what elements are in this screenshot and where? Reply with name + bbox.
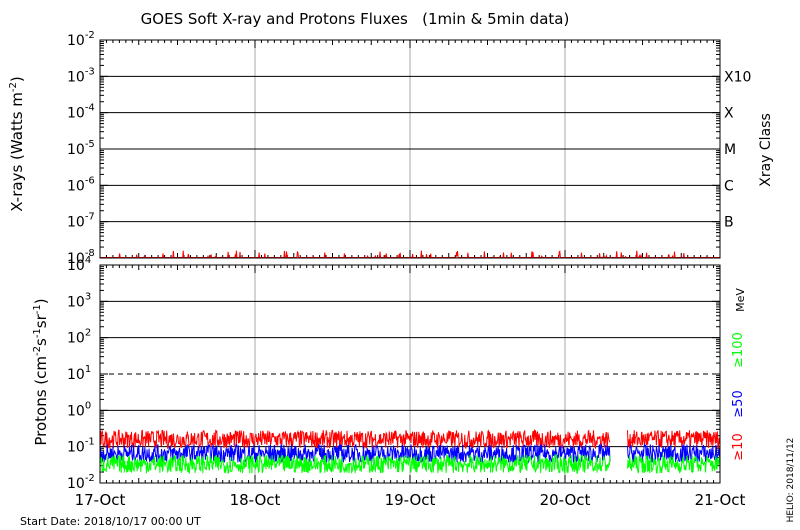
x-tick-label: 18-Oct (230, 491, 281, 509)
legend-10mev: ≥10 (731, 433, 746, 460)
xray-class-m: M (724, 142, 736, 158)
x-tick-label: 19-Oct (385, 491, 436, 509)
proton-panel: 104 103 102 101 100 10-1 10-2 (67, 255, 721, 492)
legend-50mev: ≥50 (731, 390, 746, 417)
y-tick-label: 100 (67, 400, 91, 419)
series-line-1 (99, 442, 721, 465)
mev-unit-label: MeV (734, 288, 747, 312)
x-tick-label: 20-Oct (540, 491, 591, 509)
xray-class-x: X (724, 106, 734, 122)
x-tick-label: 21-Oct (695, 491, 746, 509)
legend-100mev: ≥100 (731, 332, 746, 368)
proton-ylabel: Protons (cm-2s-1sr-1) (32, 298, 50, 445)
y-tick-label: 10-1 (67, 437, 95, 456)
chart-title: GOES Soft X-ray and Protons Fluxes (1min… (141, 10, 570, 28)
start-date: Start Date: 2018/10/17 00:00 UT (20, 515, 201, 528)
y-tick-label: 101 (67, 364, 91, 383)
xray-ylabel: X-rays (Watts m-2) (8, 76, 26, 211)
plot-frame (99, 39, 721, 259)
xray-class-c: C (724, 178, 734, 194)
x-axis-labels: 17-Oct 18-Oct 19-Oct 20-Oct 21-Oct (75, 491, 746, 509)
series-line-0 (99, 428, 721, 450)
xray-class-b: B (724, 215, 734, 231)
y-tick-label: 10-3 (67, 66, 95, 85)
xray-class-label: Xray Class (758, 113, 774, 187)
y-tick-label: 102 (67, 328, 91, 347)
y-tick-label: 10-5 (67, 139, 95, 158)
y-tick-label: 103 (67, 291, 91, 310)
y-tick-label: 104 (67, 255, 91, 274)
x-tick-label: 17-Oct (75, 491, 126, 509)
plot-frame (99, 264, 721, 484)
y-tick-label: 10-4 (67, 103, 95, 122)
xray-class-x10: X10 (724, 69, 751, 85)
y-tick-label: 10-8 (67, 248, 95, 267)
y-tick-label: 10-2 (67, 30, 95, 49)
xray-panel: 10-2 10-3 10-4 10-5 10-6 10-7 10-8 X10 X M C B (67, 30, 751, 267)
y-tick-label: 10-6 (67, 175, 95, 194)
series-line-2 (99, 453, 721, 475)
helio-credit: HELIO: 2018/11/12 (786, 438, 796, 523)
y-tick-label: 10-2 (67, 473, 95, 492)
y-tick-label: 10-7 (67, 212, 95, 231)
